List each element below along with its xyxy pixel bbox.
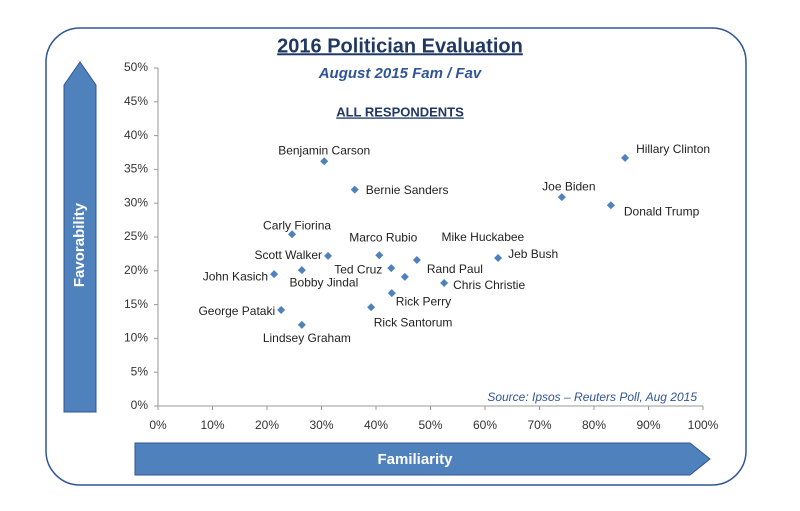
point: [494, 253, 503, 262]
point-label: Bobby Jindal: [290, 275, 359, 289]
point: [557, 193, 566, 202]
point: [367, 303, 376, 312]
point-label: Lindsey Graham: [263, 331, 351, 345]
x-tick-label: 60%: [473, 418, 497, 432]
x-tick-label: 30%: [309, 418, 333, 432]
point: [320, 157, 329, 166]
point-label: Chris Christie: [453, 278, 525, 292]
point-label: Ted Cruz: [334, 262, 382, 276]
point: [387, 289, 396, 298]
point: [400, 272, 409, 281]
point-label: Benjamin Carson: [278, 143, 370, 157]
y-tick-label: 5%: [131, 364, 149, 378]
point: [387, 264, 396, 273]
point: [621, 153, 630, 162]
point-label: Bernie Sanders: [366, 183, 449, 197]
point-label: Donald Trump: [624, 204, 700, 218]
chart-subtitle: August 2015 Fam / Fav: [318, 65, 483, 82]
x-tick-label: 40%: [364, 418, 388, 432]
chart-title: 2016 Politician Evaluation: [277, 35, 523, 57]
x-tick-label: 90%: [636, 418, 660, 432]
point-label: Joe Biden: [542, 179, 595, 193]
frame: [45, 27, 747, 486]
y-tick-label: 40%: [124, 128, 148, 142]
x-arrow: [134, 442, 711, 476]
x-tick-label: 50%: [418, 418, 442, 432]
point-label: Carly Fiorina: [263, 218, 331, 232]
point: [440, 278, 449, 287]
point-label: Mike Huckabee: [442, 230, 525, 244]
x-tick-label: 0%: [149, 418, 167, 432]
point-label: Marco Rubio: [349, 230, 417, 244]
x-tick-label: 70%: [527, 418, 551, 432]
y-tick-label: 45%: [124, 94, 148, 108]
point: [350, 185, 359, 194]
point: [324, 251, 333, 260]
y-tick-label: 0%: [131, 398, 149, 412]
x-tick-label: 20%: [255, 418, 279, 432]
x-tick-label: 80%: [582, 418, 606, 432]
point-label: Scott Walker: [254, 248, 322, 262]
point: [270, 270, 279, 279]
y-tick-label: 50%: [124, 60, 148, 74]
x-tick-label: 100%: [688, 418, 719, 432]
y-tick-label: 25%: [124, 229, 148, 243]
point-label: Hillary Clinton: [636, 142, 710, 156]
point: [277, 306, 286, 315]
y-arrow: [63, 61, 97, 413]
x-axis-label: Familiarity: [377, 451, 453, 468]
y-axis-label: Favorability: [71, 202, 88, 287]
point: [375, 251, 384, 260]
point: [412, 255, 421, 264]
point: [297, 320, 306, 329]
source-note: Source: Ipsos – Reuters Poll, Aug 2015: [487, 390, 697, 404]
point: [606, 201, 615, 210]
y-tick-label: 15%: [124, 297, 148, 311]
y-tick-label: 10%: [124, 331, 148, 345]
point-label: George Pataki: [198, 304, 275, 318]
point-label: Jeb Bush: [508, 247, 558, 261]
point: [288, 230, 297, 239]
y-tick-label: 30%: [124, 195, 148, 209]
x-tick-label: 10%: [200, 418, 224, 432]
point-label: John Kasich: [203, 269, 268, 283]
point-label: Rick Perry: [396, 294, 451, 308]
point-label: Rand Paul: [427, 262, 483, 276]
y-tick-label: 20%: [124, 263, 148, 277]
point-label: Rick Santorum: [374, 315, 453, 329]
annotation: ALL RESPONDENTS: [336, 104, 464, 119]
point: [297, 266, 306, 275]
y-tick-label: 35%: [124, 162, 148, 176]
